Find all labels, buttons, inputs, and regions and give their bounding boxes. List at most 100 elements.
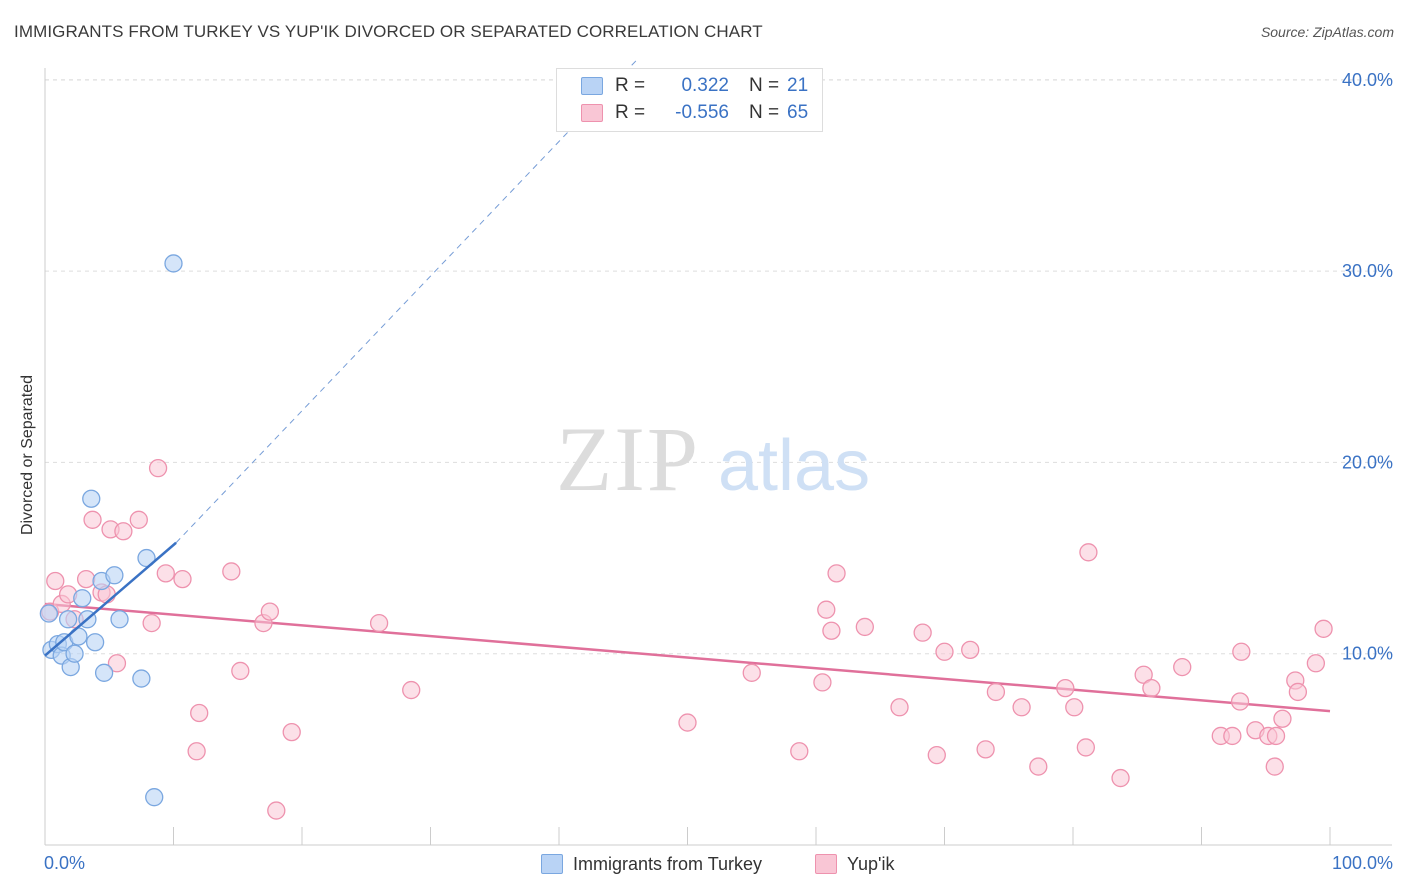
data-point-turkey: [82, 489, 101, 508]
data-point-yupik: [1076, 738, 1095, 757]
data-point-yupik: [222, 562, 241, 581]
x-tick-label: 100.0%: [1332, 853, 1393, 873]
data-point-yupik: [890, 698, 909, 717]
data-point-yupik: [935, 642, 954, 661]
data-point-yupik: [173, 569, 192, 589]
data-point-yupik: [1266, 726, 1286, 746]
chart-title: IMMIGRANTS FROM TURKEY VS YUP'IK DIVORCE…: [14, 22, 763, 41]
data-point-yupik: [1223, 726, 1242, 746]
data-point-yupik: [976, 740, 995, 759]
data-point-yupik: [742, 663, 761, 682]
data-point-yupik: [282, 722, 301, 742]
data-point-yupik: [402, 680, 421, 700]
bottom-legend-label-yupik: Yup'ik: [847, 853, 895, 874]
data-point-yupik: [46, 571, 65, 591]
grid-lines: [45, 79, 1392, 655]
data-point-yupik: [678, 713, 697, 732]
x-tick-label: 0.0%: [44, 853, 85, 873]
data-point-yupik: [817, 600, 836, 619]
data-point-yupik: [231, 661, 250, 681]
bottom-legend-yupik: Yup'ik: [815, 851, 894, 877]
data-point-turkey: [94, 663, 114, 682]
data-point-yupik: [76, 569, 96, 589]
legend-r-label: R =: [615, 102, 646, 123]
bottom-legend-swatch-turkey: [541, 854, 563, 874]
data-point-yupik: [1230, 692, 1250, 711]
bottom-legend-turkey: Immigrants from Turkey: [541, 851, 762, 877]
trend-line-yupik-segment: [44, 602, 1331, 713]
legend-swatch-turkey: [581, 77, 603, 95]
data-point-yupik: [129, 510, 148, 529]
data-point-yupik: [827, 564, 846, 583]
data-point-yupik: [813, 673, 832, 692]
data-point-yupik: [1056, 678, 1075, 698]
data-point-yupik: [1306, 654, 1326, 673]
data-point-yupik: [148, 458, 168, 478]
bottom-legend-label-turkey: Immigrants from Turkey: [573, 853, 763, 874]
trend-line-turkey: [44, 60, 637, 657]
data-point-yupik: [1079, 543, 1098, 562]
axes: [44, 68, 1392, 846]
data-point-yupik: [1065, 698, 1084, 717]
trend-line-turkey-extension: [175, 60, 637, 544]
data-point-turkey: [110, 610, 129, 629]
legend-swatch-yupik: [581, 104, 603, 122]
data-point-yupik: [190, 703, 209, 723]
stats-legend: R = 0.322 N = 21 R = -0.556 N = 65: [556, 68, 823, 132]
data-point-yupik: [822, 621, 841, 640]
data-point-yupik: [1314, 619, 1333, 638]
legend-n-label: N =: [749, 102, 780, 123]
legend-n-value: 65: [787, 102, 809, 123]
data-point-turkey: [85, 633, 105, 652]
data-point-yupik: [260, 602, 280, 621]
data-point-yupik: [1173, 657, 1192, 677]
legend-row-turkey: R = 0.322 N = 21: [581, 74, 808, 98]
points-turkey: [39, 254, 183, 807]
data-point-yupik: [1111, 768, 1130, 788]
bottom-legend-swatch-yupik: [815, 854, 837, 874]
data-point-turkey: [65, 644, 84, 663]
data-point-yupik: [790, 742, 809, 761]
legend-n-value: 21: [787, 75, 809, 96]
source-label: Source: ZipAtlas.com: [1260, 24, 1394, 40]
data-point-turkey: [105, 566, 124, 585]
y-tick-label: 30.0%: [1342, 261, 1393, 281]
watermark-zip: ZIP: [556, 408, 700, 510]
trend-line-turkey-segment: [44, 541, 177, 657]
data-point-yupik: [107, 654, 127, 673]
data-point-yupik: [369, 613, 389, 633]
data-point-turkey: [58, 610, 78, 629]
data-point-yupik: [927, 745, 946, 765]
data-point-yupik: [156, 564, 175, 583]
data-point-yupik: [1012, 698, 1031, 717]
data-point-yupik: [1029, 757, 1048, 776]
data-point-turkey: [164, 254, 183, 273]
points-yupik: [40, 458, 1333, 820]
watermark: ZIP atlas: [556, 408, 870, 510]
watermark-atlas: atlas: [718, 426, 870, 506]
data-point-yupik: [913, 623, 932, 642]
data-point-yupik: [1288, 682, 1308, 702]
data-point-yupik: [187, 742, 206, 761]
tick-labels: 10.0% 20.0% 30.0% 40.0% 0.0% 100.0%: [44, 70, 1393, 873]
legend-r-label: R =: [615, 75, 646, 96]
data-point-yupik: [1265, 757, 1284, 776]
data-point-yupik: [1232, 642, 1251, 661]
y-tick-label: 20.0%: [1342, 452, 1393, 472]
data-point-yupik: [1273, 709, 1292, 728]
y-tick-label: 40.0%: [1342, 70, 1393, 90]
data-point-yupik: [986, 682, 1006, 702]
data-point-turkey: [39, 604, 59, 623]
data-point-yupik: [267, 801, 286, 820]
trend-line-yupik: [44, 602, 1331, 713]
data-point-turkey: [145, 788, 164, 807]
data-point-yupik: [855, 617, 874, 637]
legend-r-value: 0.322: [681, 75, 729, 96]
data-point-yupik: [114, 522, 133, 541]
legend-r-value: -0.556: [675, 102, 729, 123]
data-point-yupik: [142, 613, 161, 633]
data-point-yupik: [83, 510, 102, 529]
data-point-yupik: [1142, 678, 1161, 698]
legend-row-yupik: R = -0.556 N = 65: [581, 101, 808, 125]
